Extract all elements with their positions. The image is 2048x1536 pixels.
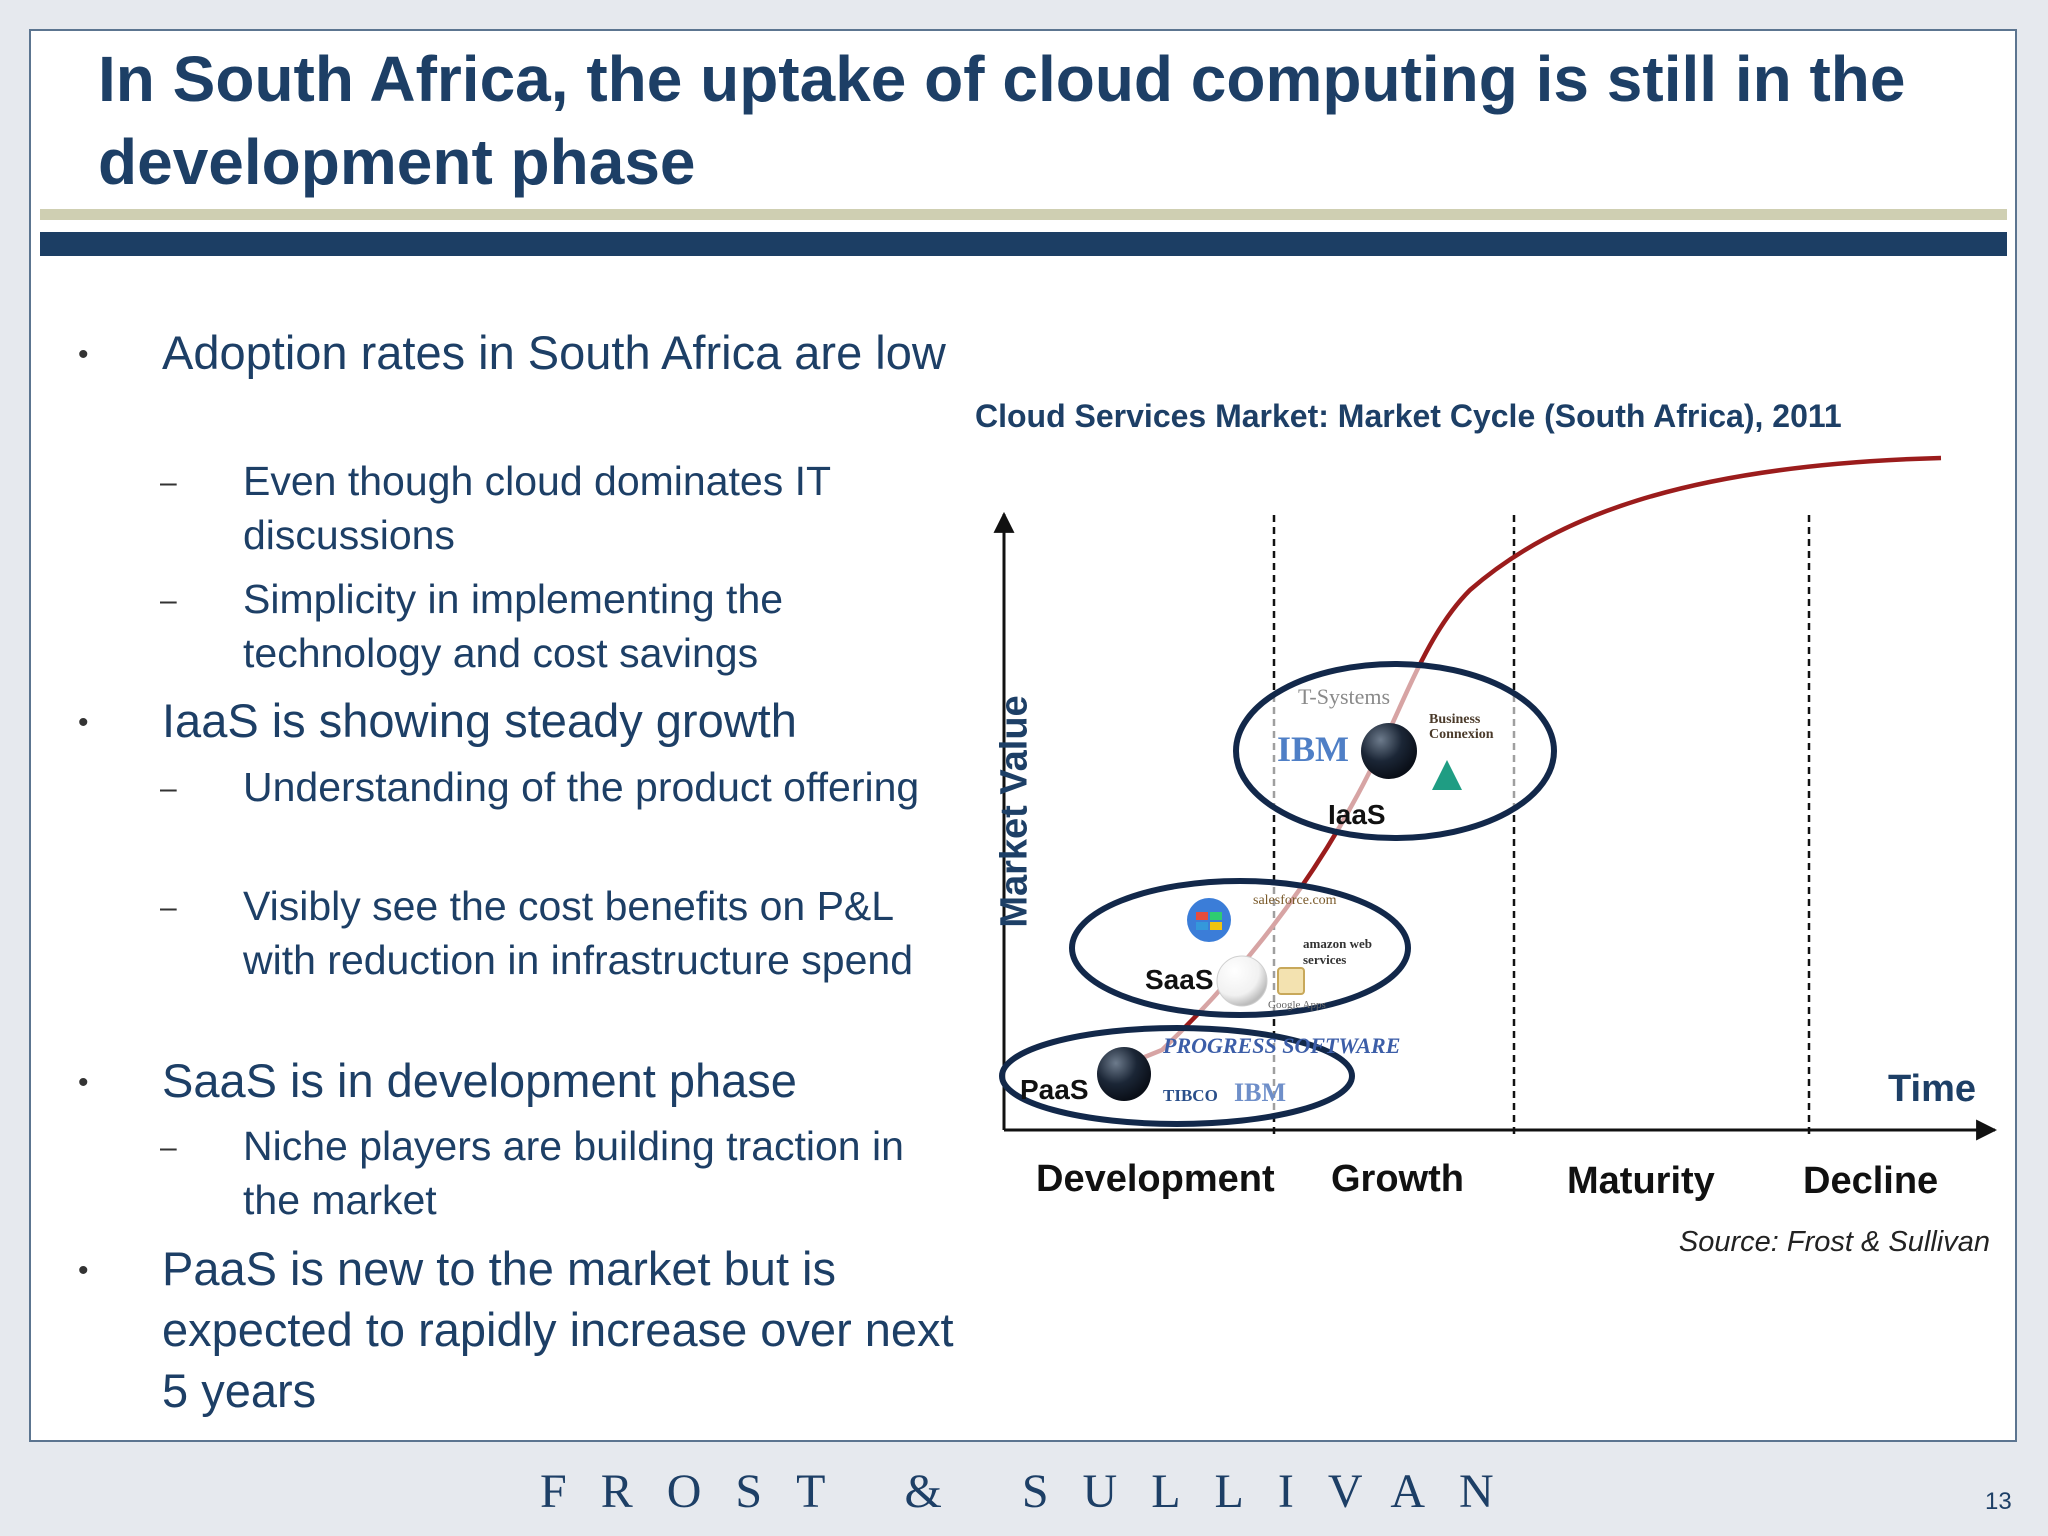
google-apps-icon bbox=[1277, 967, 1305, 995]
dash-marker: – bbox=[160, 772, 177, 805]
subbullet-understanding: Understanding of the product offering bbox=[243, 764, 920, 810]
service-label-saas: SaaS bbox=[1145, 964, 1214, 995]
tibco-logo: TIBCO bbox=[1163, 1086, 1218, 1105]
phase-label-development: Development bbox=[1036, 1158, 1275, 1200]
y-axis-label: Market Value bbox=[993, 695, 1036, 928]
bullet-adoption-rates: Adoption rates in South Africa are low bbox=[162, 326, 946, 379]
ibm-logo: IBM bbox=[1234, 1078, 1286, 1107]
saas-sphere bbox=[1216, 955, 1268, 1007]
subbullet-cloud-dominates: Even though cloud dominates IT discussio… bbox=[243, 458, 831, 558]
title-rule-tan bbox=[40, 209, 2007, 220]
bullet-iaas-growth: IaaS is showing steady growth bbox=[162, 694, 797, 747]
bullet-paas-new: PaaS is new to the market but is expecte… bbox=[162, 1242, 954, 1417]
dimension-data-icon bbox=[1432, 760, 1462, 790]
slide-title: In South Africa, the uptake of cloud com… bbox=[98, 43, 1906, 198]
phase-label-decline: Decline bbox=[1803, 1160, 1939, 1202]
service-label-paas: PaaS bbox=[1020, 1074, 1089, 1105]
amazon-web-services-logo: amazon web services bbox=[1303, 936, 1372, 967]
slide-frame bbox=[29, 29, 2017, 1442]
subbullet-cost-benefits: Visibly see the cost benefits on P&L wit… bbox=[243, 883, 914, 983]
paas-ellipse bbox=[999, 1025, 1355, 1127]
t-systems-logo: T-Systems bbox=[1298, 684, 1391, 709]
chart-title: Cloud Services Market: Market Cycle (Sou… bbox=[975, 398, 1842, 434]
source-note: Source: Frost & Sullivan bbox=[1678, 1226, 1990, 1258]
bullet-marker: • bbox=[78, 338, 89, 371]
dash-marker: – bbox=[160, 584, 177, 617]
dash-marker: – bbox=[160, 891, 177, 924]
saas-ellipse bbox=[1069, 878, 1411, 1018]
bullet-marker: • bbox=[78, 1066, 89, 1099]
x-axis-label: Time bbox=[1888, 1068, 1977, 1110]
bullet-saas-development: SaaS is in development phase bbox=[162, 1054, 797, 1107]
paas-sphere bbox=[1097, 1047, 1151, 1101]
dash-marker: – bbox=[160, 466, 177, 499]
subbullet-niche-players: Niche players are building traction in t… bbox=[243, 1123, 904, 1223]
service-label-iaas: IaaS bbox=[1328, 799, 1386, 830]
progress-software-logo: PROGRESS SOFTWARE bbox=[1163, 1033, 1401, 1058]
phase-label-maturity: Maturity bbox=[1567, 1160, 1715, 1202]
windows-logo-icon bbox=[1187, 898, 1231, 942]
page-number: 13 bbox=[1985, 1488, 2012, 1515]
dash-marker: – bbox=[160, 1131, 177, 1164]
phase-label-growth: Growth bbox=[1331, 1158, 1464, 1200]
bullet-marker: • bbox=[78, 706, 89, 739]
salesforce-logo: salesforce.com bbox=[1253, 893, 1337, 908]
frost-sullivan-logo: FROST & SULLIVAN bbox=[540, 1465, 1528, 1518]
subbullet-simplicity: Simplicity in implementing the technolog… bbox=[243, 576, 784, 676]
ibm-logo: IBM bbox=[1277, 729, 1349, 769]
business-connexion-logo: Business Connexion bbox=[1429, 712, 1494, 742]
title-rule-navy bbox=[40, 232, 2007, 256]
google-apps-logo: Google Apps bbox=[1268, 999, 1326, 1011]
bullet-marker: • bbox=[78, 1254, 89, 1287]
iaas-sphere bbox=[1361, 723, 1417, 779]
